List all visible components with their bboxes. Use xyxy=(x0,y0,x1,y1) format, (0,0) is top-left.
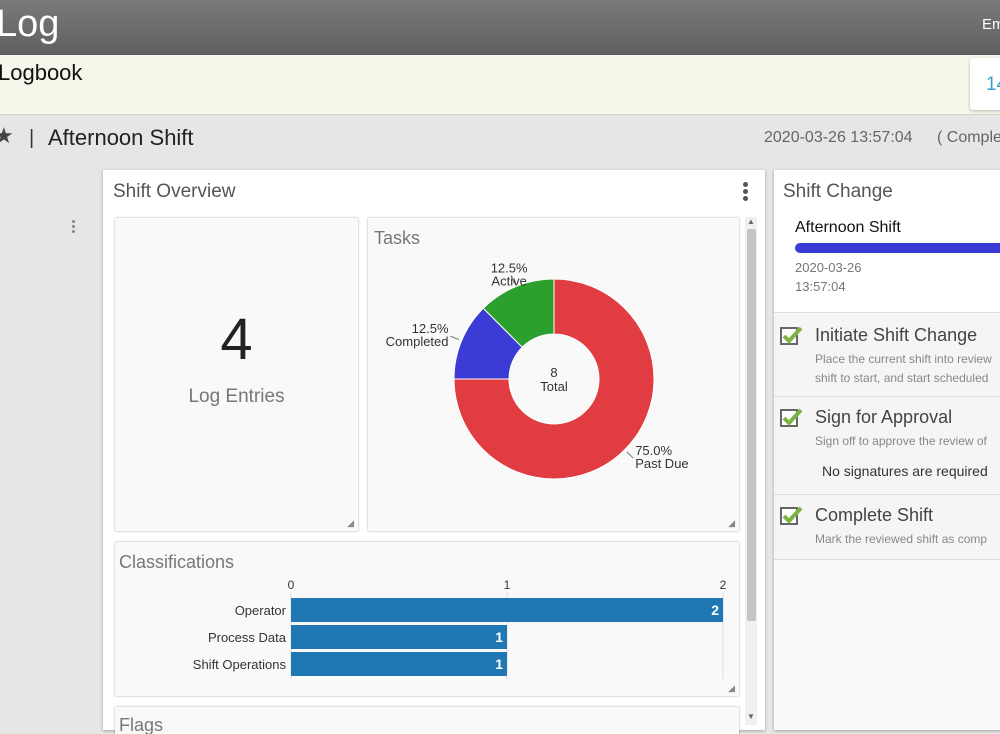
resize-handle-icon[interactable]: ◢ xyxy=(347,518,354,528)
scrollbar-thumb[interactable] xyxy=(747,229,756,621)
scroll-up-icon[interactable]: ▲ xyxy=(747,217,755,226)
bar-shift-operations[interactable] xyxy=(291,652,507,676)
log-entries-card[interactable]: 4 Log Entries ◢ xyxy=(115,218,358,531)
tasks-title: Tasks xyxy=(374,228,421,248)
shift-bar: ★ | Afternoon Shift 2020-03-26 13:57:04 … xyxy=(0,115,1000,163)
resize-handle-icon[interactable]: ◢ xyxy=(728,518,735,528)
slice-label-leader xyxy=(626,451,634,459)
slice-category-label: Completed xyxy=(386,334,449,349)
category-label: Shift Operations xyxy=(193,657,287,672)
user-menu[interactable]: Em xyxy=(982,16,1000,33)
classifications-bar-chart: 0 1 2 Operator 2 Process Data 1 Shift Operation… xyxy=(193,578,727,679)
tasks-donut-chart: 75.0%Past Due12.5%Completed12.5%Active8T… xyxy=(386,261,689,480)
separator: | xyxy=(29,127,35,149)
step-title: Complete Shift xyxy=(815,505,934,525)
slice-percent-label: 12.5% xyxy=(491,261,528,276)
bar-value-label: 1 xyxy=(495,656,503,672)
donut-slice-active[interactable] xyxy=(482,278,555,348)
slice-category-label: Past Due xyxy=(635,456,688,471)
counter-value: 14 xyxy=(986,74,1000,95)
slice-percent-label: 75.0% xyxy=(635,443,672,458)
classifications-title: Classifications xyxy=(119,552,235,572)
step-title: Sign for Approval xyxy=(815,407,953,427)
scrollbar[interactable]: ▲ ▼ xyxy=(745,217,757,725)
logbook-title: Logbook xyxy=(0,60,83,85)
shift-name: Afternoon Shift xyxy=(48,125,194,150)
step-description: Place the current shift into review shif… xyxy=(815,350,992,388)
classifications-card: Classifications 0 1 2 Operator 2 Process Data… xyxy=(115,542,739,696)
shift-time: 13:57:04 xyxy=(795,279,846,294)
panel-title: Shift Change xyxy=(783,181,893,202)
x-tick-label: 1 xyxy=(504,578,511,592)
favorite-star-icon[interactable]: ★ xyxy=(0,123,14,148)
step-sign-for-approval[interactable]: Sign for Approval Sign off to approve th… xyxy=(774,397,1000,495)
category-label: Process Data xyxy=(208,630,287,645)
slice-category-label: Active xyxy=(491,274,526,289)
step-description: Mark the reviewed shift as comp xyxy=(815,532,988,546)
step-description: Sign off to approve the review of xyxy=(815,434,987,448)
panel-title: Shift Overview xyxy=(113,181,236,202)
checkbox-checked-icon[interactable] xyxy=(780,506,803,525)
top-bar: Log Em xyxy=(0,0,1000,55)
scroll-down-icon[interactable]: ▼ xyxy=(747,712,755,721)
slice-label-leader xyxy=(450,335,460,341)
shift-summary: Shift Change Afternoon Shift 2020-03-26 … xyxy=(774,170,1000,313)
bar-value-label: 1 xyxy=(495,629,503,645)
bar-operator[interactable] xyxy=(291,598,723,622)
logbook-bar: Logbook 14 xyxy=(0,55,1000,115)
more-options-icon[interactable] xyxy=(741,182,749,203)
donut-center-value: 8 xyxy=(550,365,557,380)
checkbox-checked-icon[interactable] xyxy=(780,326,803,345)
log-entries-label: Log Entries xyxy=(188,386,285,407)
step-desc-line: Place the current shift into review xyxy=(815,352,992,366)
step-desc-line: shift to start, and start scheduled xyxy=(815,371,989,385)
bar-value-label: 2 xyxy=(711,602,719,618)
step-title: Initiate Shift Change xyxy=(815,325,978,345)
counter-card[interactable]: 14 xyxy=(970,58,1000,110)
slice-percent-label: 12.5% xyxy=(412,321,449,336)
shift-timestamp: 2020-03-26 13:57:04 xyxy=(764,129,913,146)
x-tick-label: 0 xyxy=(288,578,295,592)
checkbox-checked-icon[interactable] xyxy=(780,408,803,427)
log-entries-count: 4 xyxy=(220,307,253,372)
donut-slice-past-due[interactable] xyxy=(453,278,655,480)
step-complete-shift[interactable]: Complete Shift Mark the reviewed shift a… xyxy=(774,495,1000,560)
step-initiate-shift-change[interactable]: Initiate Shift Change Place the current … xyxy=(774,315,1000,397)
shift-date: 2020-03-26 xyxy=(795,260,862,275)
flags-card: Flags xyxy=(115,707,739,734)
shift-overview-panel: Shift Overview 4 Log Entries ◢ Tasks 75.… xyxy=(103,170,765,734)
app-title: Log xyxy=(0,3,60,45)
step-note: No signatures are required xyxy=(822,463,988,479)
donut-center-label: Total xyxy=(540,379,568,394)
side-menu-icon[interactable] xyxy=(70,220,76,235)
x-tick-label: 2 xyxy=(720,578,727,592)
resize-handle-icon[interactable]: ◢ xyxy=(728,683,735,693)
shift-progress-bar xyxy=(795,243,1000,253)
shift-label: Afternoon Shift xyxy=(795,219,901,236)
category-label: Operator xyxy=(235,603,287,618)
slice-label-leader xyxy=(510,275,516,285)
flags-title: Flags xyxy=(119,715,164,734)
bar-process-data[interactable] xyxy=(291,625,507,649)
shift-change-panel: Shift Change Afternoon Shift 2020-03-26 … xyxy=(774,170,1000,730)
tasks-card: Tasks 75.0% Past Due 12.5% Completed 12.5% Ac… xyxy=(368,218,739,531)
shift-status: ( Comple xyxy=(937,129,1000,146)
